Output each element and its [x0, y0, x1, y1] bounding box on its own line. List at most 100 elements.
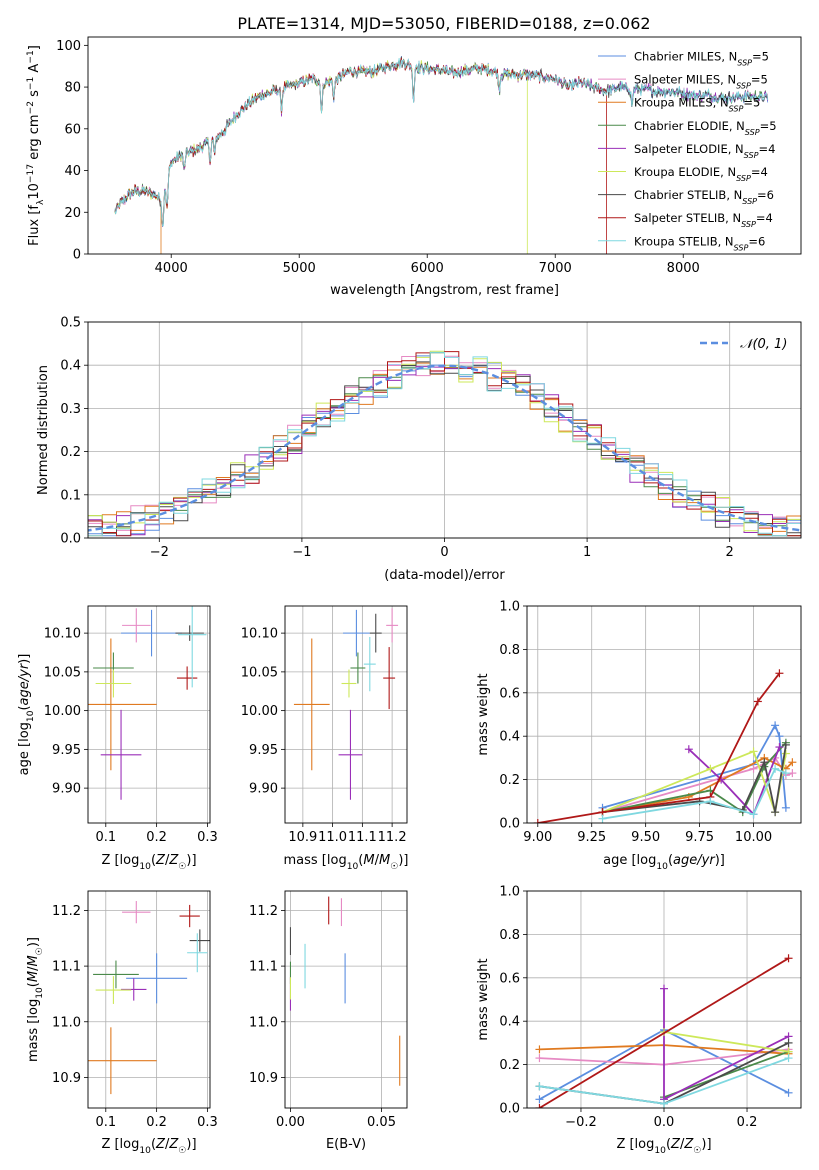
data-marker [749, 764, 758, 773]
x-tick-label: 9.75 [685, 830, 714, 845]
age_vs_mass-chart-ticks: 10.9 11.0 11.1 11.2 9.90 9.95 10.00 10.05 10.10 [241, 627, 407, 845]
x-tick-label: −0.2 [565, 1115, 597, 1130]
spectrum-line [114, 57, 769, 227]
x-axis-label: E(B-V) [326, 1137, 366, 1152]
data-marker [771, 808, 780, 817]
x-tick-label: −2 [150, 545, 169, 560]
age_vs_Z-chart [88, 606, 210, 823]
legend-label: Chabrier MILES, NSSP=5 [634, 50, 769, 68]
data-marker [771, 721, 780, 730]
y-tick-label: 11.0 [249, 1015, 278, 1030]
x-tick-label: 10.9 [288, 830, 317, 845]
y-tick-label: 10.9 [249, 1071, 278, 1086]
weight_vs_age-chart-ticks: 9.00 9.25 9.50 9.75 10.00 0.0 0.2 0.4 0.6 0.8 1.0 [499, 600, 772, 846]
y-tick-label: 9.95 [52, 743, 81, 758]
data-marker [535, 1082, 544, 1091]
y-tick-label: 11.2 [249, 904, 278, 919]
y-tick-label: 0.2 [60, 445, 81, 460]
weight-series [688, 746, 781, 816]
weight_vs_Z-chart-frame [526, 890, 802, 1109]
y-tick-label: 9.95 [249, 743, 278, 758]
y-tick-label: 100 [56, 39, 81, 54]
mass_vs_Z-chart-ticks: 0.1 0.2 0.3 10.9 11.0 11.1 11.2 [52, 904, 218, 1130]
y-tick-label: 40 [64, 164, 81, 179]
x-tick-label: 0.3 [197, 830, 218, 845]
weight_vs_age-chart-frame [526, 605, 802, 824]
y-tick-label: 10.10 [44, 627, 81, 642]
y-tick-label: 0.8 [499, 643, 520, 658]
age_vs_Z-chart-frame [87, 605, 211, 824]
x-tick-label: 0.2 [737, 1115, 758, 1130]
data-marker [775, 669, 784, 678]
mass_vs_Z-chart-frame [87, 890, 211, 1109]
legend-label: Kroupa ELODIE, NSSP=4 [634, 165, 768, 183]
data-marker [535, 1054, 544, 1063]
y-tick-label: 0.0 [499, 1102, 520, 1117]
y-axis-label: mass weight [476, 958, 491, 1040]
y-tick-label: 0.4 [499, 730, 520, 745]
x-tick-label: 0.1 [95, 830, 116, 845]
figure-title: PLATE=1314, MJD=53050, FIBERID=0188, z=0… [237, 14, 650, 33]
x-tick-label: 0.05 [367, 1115, 396, 1130]
spectrum-chart-ticks: 4000 5000 6000 7000 8000 0 20 40 60 80 100 [56, 39, 700, 276]
x-tick-label: 0.3 [197, 1115, 218, 1130]
residual-chart-frame [87, 321, 802, 539]
data-marker [781, 749, 790, 758]
y-tick-label: 10.05 [44, 665, 81, 680]
data-marker [660, 1099, 668, 1108]
x-tick-label: 11.2 [378, 830, 407, 845]
y-tick-label: 10.00 [241, 704, 278, 719]
legend: 𝒩(0, 1) [700, 337, 787, 352]
x-axis-label: Z [log10(Z/Z☉)] [616, 1137, 711, 1156]
residual-histogram [88, 351, 801, 537]
x-axis-label: wavelength [Angstrom, rest frame] [330, 283, 559, 298]
y-axis-label: age [log10(age/yr)] [17, 654, 36, 776]
mass_vs_EBV-chart-ticks: 0.00 0.05 10.9 11.0 11.1 11.2 [249, 904, 396, 1130]
mass_vs_Z-chart [88, 891, 210, 1108]
data-marker [781, 740, 790, 749]
x-tick-label: 11.1 [348, 830, 377, 845]
x-tick-label: 11.0 [318, 830, 347, 845]
data-marker [598, 814, 607, 823]
y-tick-label: 0.2 [499, 1058, 520, 1073]
y-axis-label: mass [log10(M/M☉)] [26, 937, 45, 1062]
legend-label: Salpeter STELIB, NSSP=4 [634, 211, 773, 229]
weight-series [602, 744, 787, 813]
weight-series [663, 1031, 789, 1053]
y-tick-label: 0.0 [499, 817, 520, 832]
data-marker [788, 758, 797, 767]
data-marker [784, 1038, 793, 1047]
data-marker [775, 743, 784, 752]
x-tick-label: 9.25 [577, 830, 606, 845]
legend-label: Chabrier STELIB, NSSP=6 [634, 188, 774, 206]
data-marker [771, 764, 780, 773]
y-axis-label: Flux [fλ10−17 erg cm−2 s−1 A−1] [26, 45, 46, 246]
y-axis-label: mass weight [476, 673, 491, 755]
legend-label: Kroupa MILES, NSSP=5 [634, 96, 760, 114]
x-tick-label: 9.50 [631, 830, 660, 845]
data-marker [784, 954, 793, 963]
data-marker [784, 1088, 793, 1097]
y-tick-label: 0.6 [499, 686, 520, 701]
y-tick-label: 9.90 [249, 782, 278, 797]
age_vs_mass-chart-frame [284, 605, 408, 824]
data-marker [775, 732, 784, 741]
age_vs_Z-chart-ticks: 0.1 0.2 0.3 9.90 9.95 10.00 10.05 10.10 [44, 627, 218, 845]
data-marker [781, 769, 790, 778]
plot-area [88, 350, 801, 537]
y-tick-label: 1.0 [499, 600, 520, 615]
data-marker [533, 819, 542, 823]
legend-label: Salpeter ELODIE, NSSP=4 [634, 142, 775, 160]
weight-series [539, 957, 789, 1108]
normal-curve [88, 364, 801, 532]
x-tick-label: 2 [726, 545, 734, 560]
data-marker [706, 797, 715, 806]
plot-area [293, 608, 399, 800]
x-tick-label: 1 [583, 545, 591, 560]
legend-label: Chabrier ELODIE, NSSP=5 [634, 119, 777, 137]
x-axis-label: (data-model)/error [384, 568, 505, 583]
y-tick-label: 0.4 [60, 359, 81, 374]
y-tick-label: 10.05 [241, 665, 278, 680]
residual-chart-ticks: −2 −1 0 1 2 0.0 0.1 0.2 0.3 0.4 0.5 [60, 316, 734, 561]
